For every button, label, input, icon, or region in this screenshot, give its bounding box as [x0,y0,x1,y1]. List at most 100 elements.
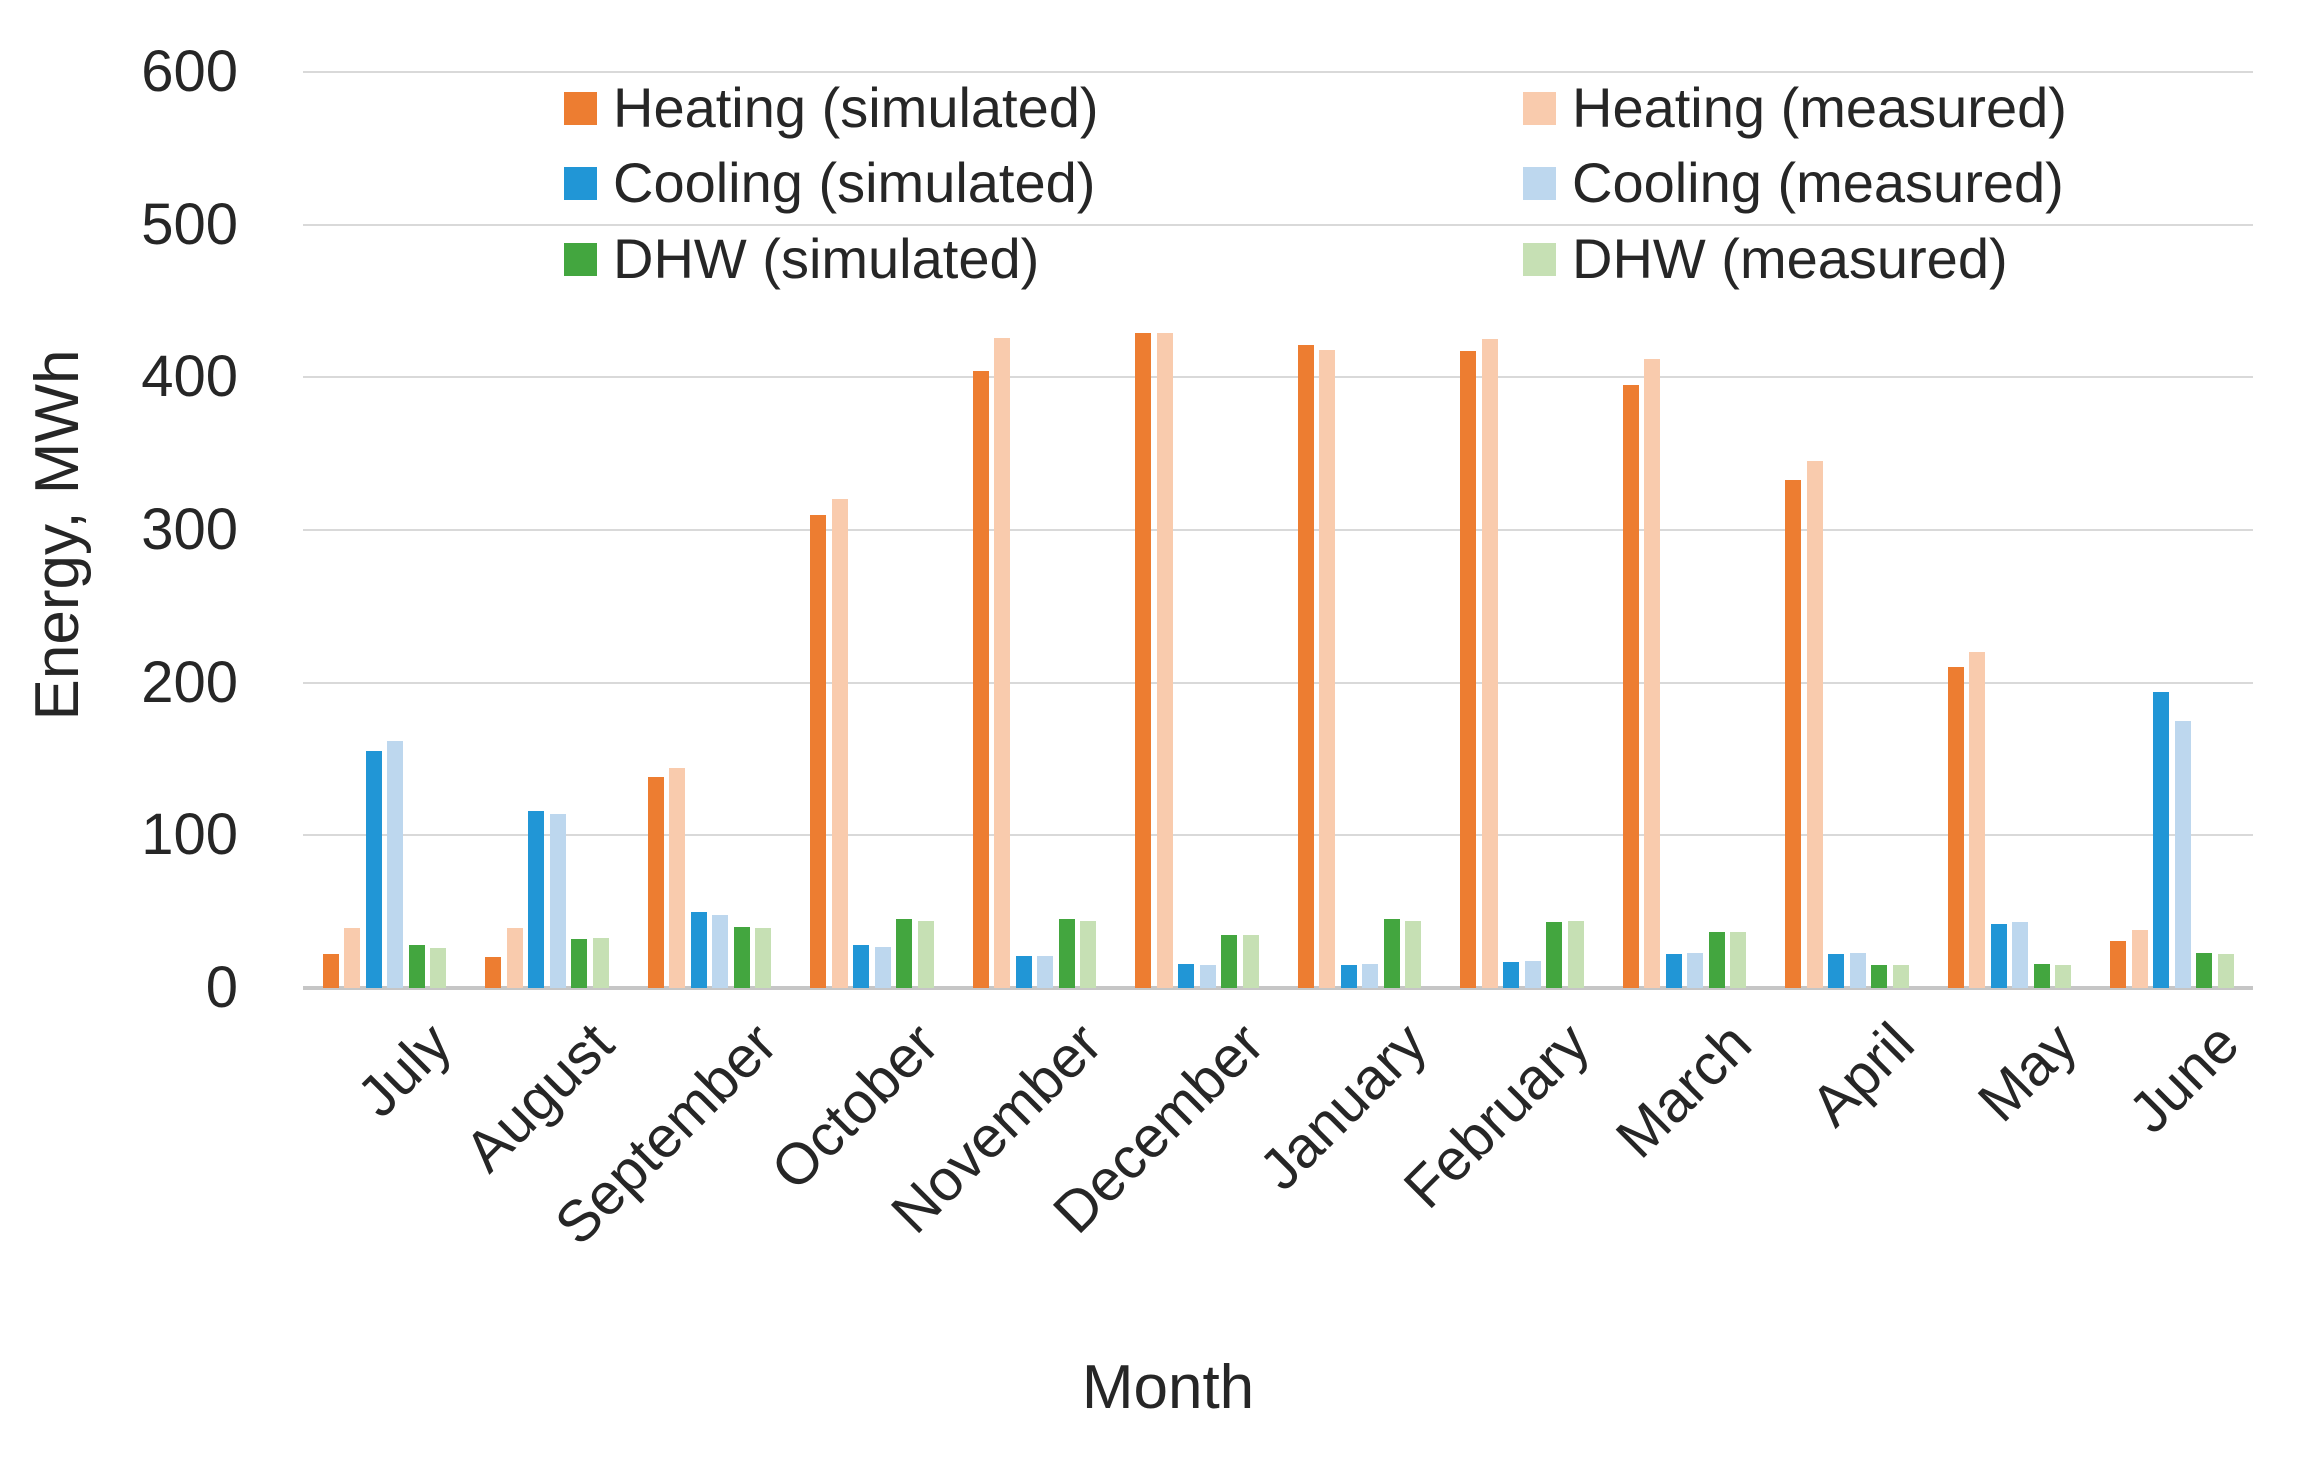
legend-swatch-heating-measured [1523,91,1556,125]
bar-cooling-simulated-august [528,810,544,988]
x-axis-title: Month [1081,1353,1255,1422]
bar-cooling-measured-october [874,946,891,988]
gridline-200 [303,681,2253,684]
bar-dhw-measured-april [1892,965,1909,988]
bar-heating-simulated-september [647,777,664,988]
bar-dhw-simulated-february [1546,922,1562,988]
bar-dhw-simulated-march [1708,931,1725,988]
bar-cooling-measured-june [2174,720,2191,988]
bar-heating-measured-august [506,928,523,988]
bar-heating-measured-november [994,337,1010,988]
bar-heating-measured-january [1319,349,1335,988]
bar-heating-measured-december [1156,333,1173,988]
legend-swatch-dhw-simulated [564,242,597,276]
bar-dhw-simulated-july [408,945,425,988]
bar-dhw-measured-march [1730,931,1746,988]
y-tick-label-300: 300 [141,497,238,562]
y-tick-label-600: 600 [141,39,238,104]
bar-dhw-simulated-september [733,926,750,988]
bar-cooling-simulated-december [1178,963,1194,988]
bar-heating-simulated-october [810,514,826,988]
y-tick-label-400: 400 [141,344,238,410]
legend-item-heating-measured: Heating (measured) [1523,76,2067,140]
bar-heating-simulated-december [1135,333,1151,988]
bar-dhw-simulated-august [571,939,587,988]
legend-label: Heating (measured) [1572,76,2067,139]
bar-heating-measured-february [1481,339,1498,988]
legend-item-heating-simulated: Heating (simulated) [564,76,1099,140]
gridline-500 [303,223,2253,226]
legend-item-cooling-measured: Cooling (measured) [1523,151,2064,215]
bar-heating-measured-april [1806,461,1823,988]
bar-heating-measured-may [1969,652,1985,988]
legend-label: DHW (measured) [1572,227,2008,290]
bar-cooling-measured-may [2012,922,2028,988]
gridline-300 [303,529,2253,531]
legend-item-cooling-simulated: Cooling (simulated) [564,151,1095,215]
y-tick-label-0: 0 [205,955,238,1020]
bar-heating-simulated-july [322,954,339,988]
bar-heating-simulated-march [1622,384,1639,988]
bar-dhw-measured-december [1242,934,1259,988]
bar-cooling-measured-november [1037,955,1053,988]
bar-cooling-measured-january [1362,963,1378,988]
bar-cooling-measured-march [1687,952,1703,988]
bar-cooling-simulated-february [1503,962,1519,988]
legend-swatch-dhw-measured [1523,242,1556,276]
bar-cooling-simulated-october [853,945,869,988]
bar-dhw-measured-october [917,920,934,988]
legend-label: Heating (simulated) [613,76,1099,139]
y-tick-label-200: 200 [141,649,238,715]
bar-heating-simulated-april [1785,479,1801,988]
legend-label: Cooling (simulated) [613,151,1096,214]
bar-cooling-simulated-september [690,911,707,988]
bar-dhw-measured-july [430,948,446,988]
x-tick-label-june: June [1777,1011,2251,1146]
gridline-400 [303,376,2253,379]
bar-cooling-simulated-january [1340,965,1357,988]
legend-swatch-cooling-measured [1523,166,1556,200]
y-tick-label-500: 500 [141,191,238,257]
gridline-600 [303,71,2253,73]
bar-dhw-measured-january [1405,920,1421,988]
bar-dhw-simulated-december [1221,934,1237,988]
bar-heating-simulated-june [2110,940,2126,988]
bar-dhw-simulated-june [2196,952,2212,988]
bar-dhw-simulated-november [1058,919,1075,988]
bar-heating-measured-june [2131,929,2148,988]
bar-cooling-measured-september [712,914,728,988]
bar-heating-measured-july [344,928,360,988]
bar-cooling-simulated-march [1665,954,1682,988]
legend-swatch-cooling-simulated [564,166,597,200]
bar-dhw-measured-february [1567,920,1584,988]
bar-cooling-measured-july [387,740,403,988]
gridline-100 [303,834,2253,837]
legend-label: Cooling (measured) [1572,151,2064,214]
bar-heating-measured-march [1644,359,1660,988]
bar-dhw-measured-june [2217,954,2234,988]
bar-cooling-simulated-november [1015,955,1032,988]
bar-dhw-simulated-october [896,919,912,988]
bar-cooling-measured-april [1849,952,1866,988]
bar-heating-simulated-november [972,371,989,988]
bar-cooling-measured-august [549,813,566,988]
legend-label: DHW (simulated) [613,227,1040,290]
bar-heating-measured-october [831,499,848,988]
bar-dhw-simulated-january [1383,919,1400,988]
bar-heating-simulated-february [1460,351,1476,988]
x-axis-line [303,986,2253,990]
bar-dhw-measured-september [755,928,771,988]
bar-dhw-simulated-may [2033,963,2050,988]
bar-cooling-simulated-may [1990,923,2007,988]
bar-heating-simulated-january [1297,345,1314,988]
legend-item-dhw-measured: DHW (measured) [1523,227,2008,291]
bar-dhw-measured-may [2055,965,2071,988]
bar-heating-simulated-august [485,957,501,988]
bar-dhw-measured-august [592,937,609,988]
bar-cooling-measured-february [1524,960,1541,988]
x-tick-label-text: June [2116,1010,2252,1146]
bar-cooling-simulated-april [1828,954,1844,988]
y-tick-label-100: 100 [141,802,238,868]
bar-cooling-measured-december [1199,965,1216,988]
